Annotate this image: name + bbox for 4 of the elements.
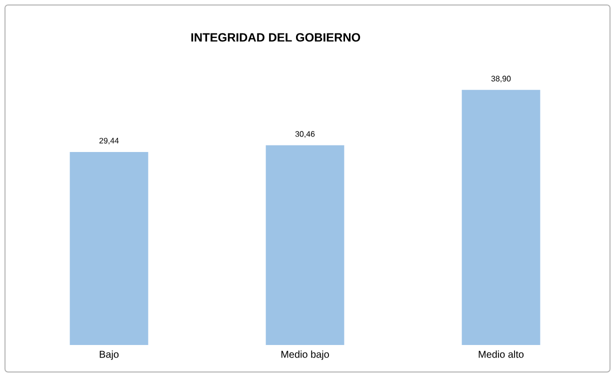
x-tick-label: Bajo: [100, 350, 119, 360]
chart-title: INTEGRIDAD DEL GOBIERNO: [191, 33, 360, 42]
x-tick-label: Medio alto: [478, 350, 524, 358]
x-tick-label: Medio bajo: [281, 350, 329, 360]
